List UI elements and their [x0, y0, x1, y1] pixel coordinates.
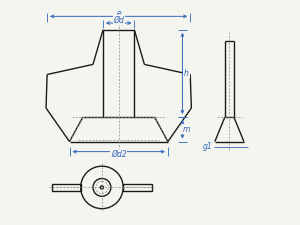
Text: g1: g1 — [203, 142, 213, 151]
Text: h: h — [184, 69, 189, 78]
Text: m: m — [183, 125, 190, 134]
Bar — [123, 184, 152, 191]
Text: Ød2: Ød2 — [111, 150, 127, 159]
Text: e: e — [116, 9, 121, 18]
Bar — [52, 184, 81, 191]
Text: Ød: Ød — [113, 16, 124, 25]
